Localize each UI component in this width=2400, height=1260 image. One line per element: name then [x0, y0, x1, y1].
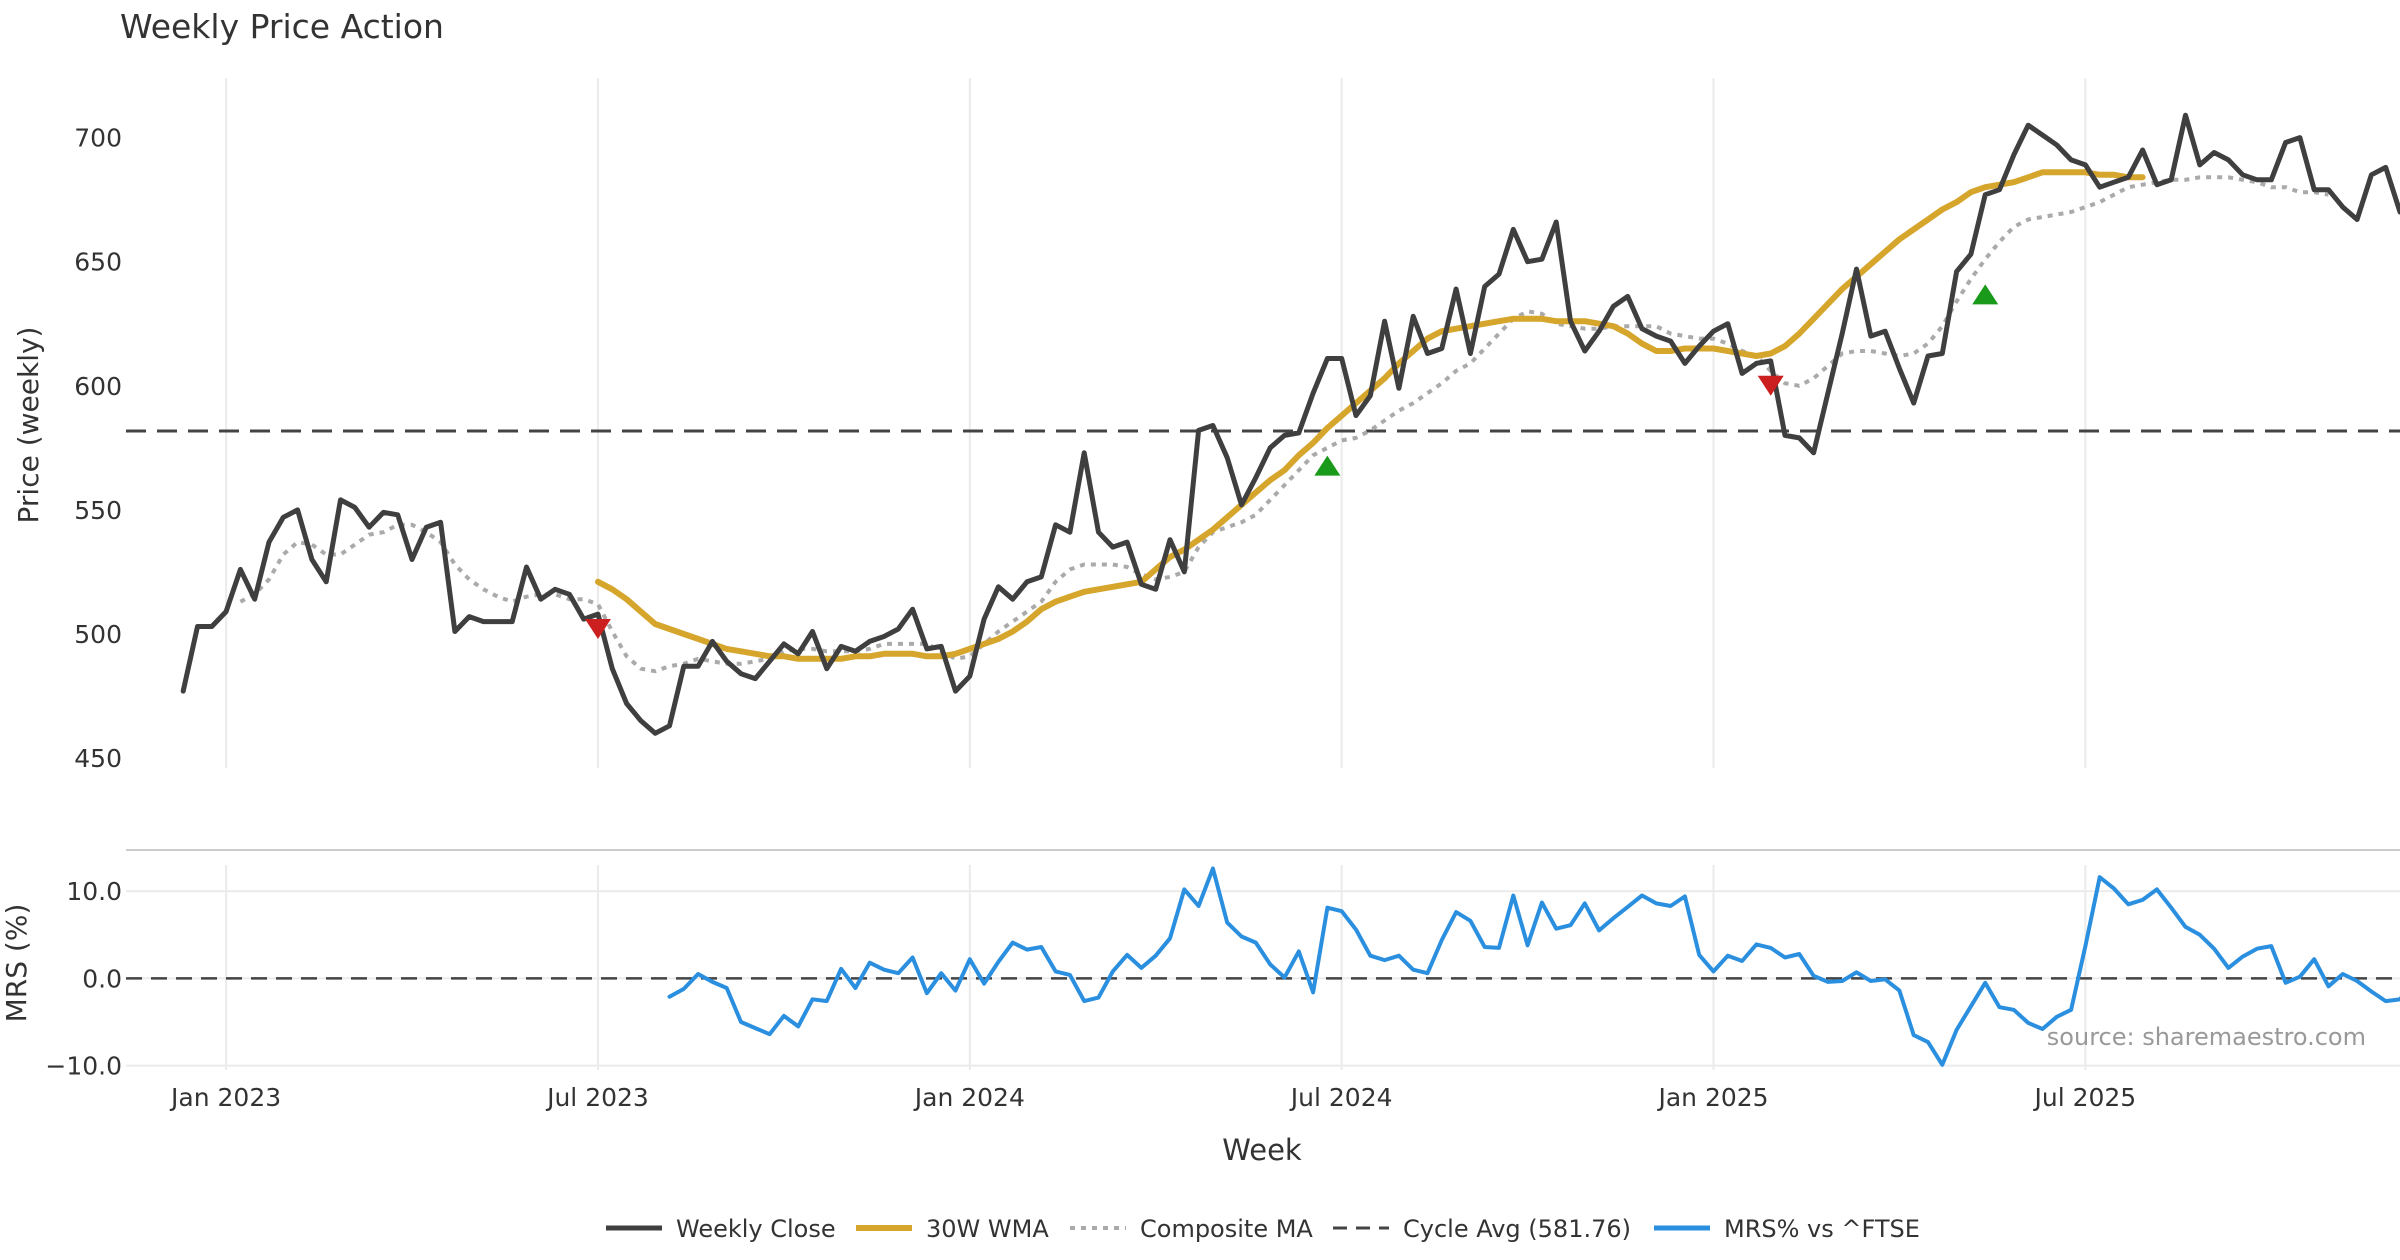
- mrs-y-tick-label: −10.0: [45, 1052, 122, 1081]
- legend-label: MRS% vs ^FTSE: [1724, 1215, 1920, 1243]
- x-tick-label: Jan 2025: [1656, 1083, 1768, 1112]
- x-tick-label: Jan 2024: [913, 1083, 1025, 1112]
- x-tick-label: Jul 2023: [545, 1083, 649, 1112]
- mrs-y-tick-label: 0.0: [82, 964, 122, 993]
- wma-30w-line: [595, 169, 2146, 662]
- price-y-tick-label: 500: [74, 620, 122, 649]
- sell-signal-marker: [1757, 375, 1784, 396]
- weekly-close-line: [180, 112, 2400, 736]
- x-tick-label: Jul 2024: [1289, 1083, 1393, 1112]
- legend-label: 30W WMA: [926, 1215, 1049, 1243]
- mrs-y-axis-label: MRS (%): [0, 904, 33, 1023]
- legend: Weekly Close 30W WMA Composite MA Cycle Avg…: [606, 1215, 1920, 1243]
- mrs-y-axis: −10.0 0.0 10.0: [45, 877, 122, 1080]
- signal-markers: [584, 284, 1999, 640]
- legend-label: Composite MA: [1140, 1215, 1313, 1243]
- x-tick-label: Jul 2025: [2032, 1083, 2136, 1112]
- price-y-tick-label: 600: [74, 372, 122, 401]
- buy-signal-marker: [1314, 455, 1341, 476]
- price-y-axis-label: Price (weekly): [12, 327, 45, 524]
- sell-signal-marker: [584, 619, 611, 640]
- buy-signal-marker: [1972, 284, 1999, 305]
- composite-ma-line: [239, 175, 2329, 674]
- price-y-tick-label: 450: [74, 744, 122, 773]
- x-axis-label: Week: [1222, 1133, 1302, 1167]
- source-note: source: sharemaestro.com: [2047, 1023, 2366, 1051]
- price-y-tick-label: 550: [74, 496, 122, 525]
- mrs-line: [667, 866, 2400, 1067]
- x-axis: Jan 2023 Jul 2023 Jan 2024 Jul 2024 Jan 2025…: [169, 1083, 2136, 1112]
- legend-label: Cycle Avg (581.76): [1403, 1215, 1631, 1243]
- legend-label: Weekly Close: [676, 1215, 836, 1243]
- price-y-tick-label: 700: [74, 124, 122, 153]
- x-tick-label: Jan 2023: [169, 1083, 281, 1112]
- price-y-tick-label: 650: [74, 248, 122, 277]
- chart-title: Weekly Price Action: [120, 7, 444, 46]
- price-y-axis: 450 500 550 600 650 700: [74, 124, 122, 774]
- price-gridlines: [225, 78, 2087, 768]
- mrs-y-tick-label: 10.0: [66, 877, 122, 906]
